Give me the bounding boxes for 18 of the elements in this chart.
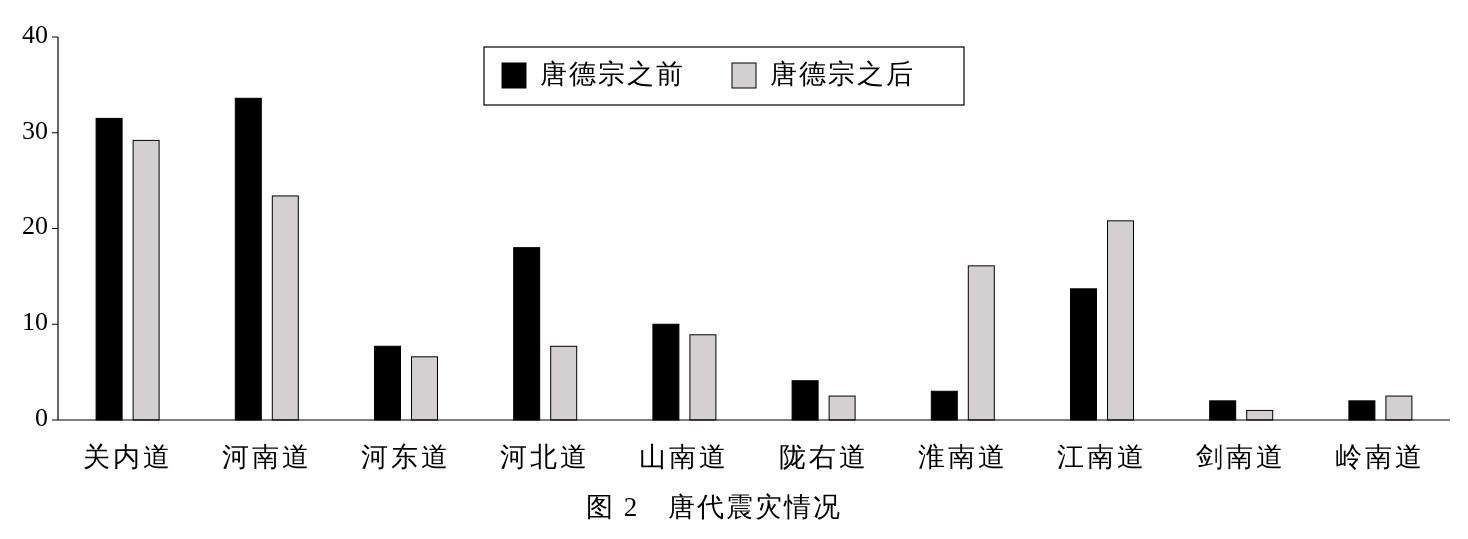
y-tick-label: 30 [22,115,48,145]
y-tick-label: 0 [35,402,48,432]
text: 图 2 唐代震灾情况 [585,492,843,522]
y-tick-label: 20 [22,211,48,241]
x-tick-label: 山南道 [639,442,730,472]
x-tick-label: 岭南道 [1335,442,1426,472]
legend-label: 唐德宗之后 [770,59,915,90]
x-tick-label: 关内道 [82,442,173,472]
y-tick-label: 40 [22,19,48,49]
x-tick-label: 河北道 [500,442,591,472]
x-tick-label: 河南道 [221,442,312,472]
x-tick-label: 淮南道 [917,442,1008,472]
x-tick-label: 河东道 [361,442,451,472]
x-tick-label: 剑南道 [1196,442,1287,472]
x-tick-label: 陇右道 [778,442,869,472]
x-tick-label: 江南道 [1057,442,1147,472]
legend-label: 唐德宗之前 [540,59,685,90]
y-tick-label: 10 [22,307,48,337]
